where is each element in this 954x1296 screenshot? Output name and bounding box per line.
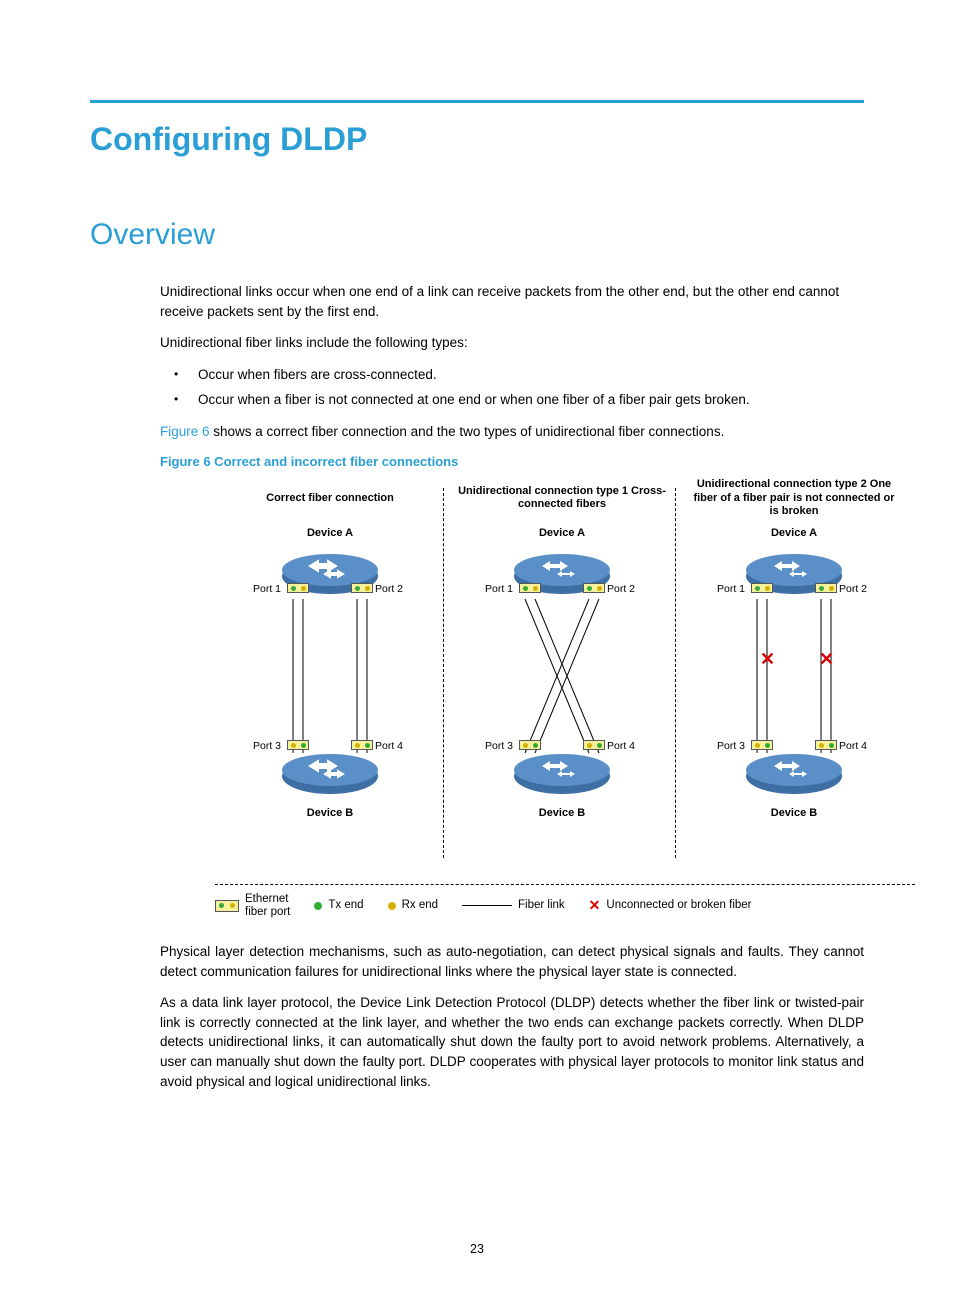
ethernet-port-icon [351, 583, 373, 593]
after-paragraph-2: As a data link layer protocol, the Devic… [160, 993, 864, 1091]
rx-dot-icon [388, 902, 396, 910]
device-label-top: Device A [457, 526, 667, 542]
top-rule [90, 100, 864, 103]
ethernet-port-icon [519, 583, 541, 593]
ethernet-port-icon [287, 740, 309, 750]
legend-item: ✕ Unconnected or broken fiber [589, 895, 752, 915]
panel-title: Unidirectional connection type 1 Cross-c… [457, 478, 667, 518]
port-label: Port 2 [375, 582, 403, 597]
body-text: Unidirectional links occur when one end … [160, 282, 864, 1091]
line-icon [462, 905, 512, 906]
legend-label: Unconnected or broken fiber [606, 897, 751, 914]
document-page: Configuring DLDP Overview Unidirectional… [0, 0, 954, 1296]
page-title: Configuring DLDP [90, 121, 864, 158]
device-label-bottom: Device B [225, 806, 435, 822]
legend-label: Tx end [328, 897, 363, 914]
figure-ref-sentence: Figure 6 shows a correct fiber connectio… [160, 422, 864, 442]
ethernet-port-icon [287, 583, 309, 593]
port-label: Port 3 [717, 739, 745, 754]
device-label-bottom: Device B [689, 806, 899, 822]
ethernet-port-icon [815, 740, 837, 750]
port-label: Port 3 [253, 739, 281, 754]
bullet-item: Occur when fibers are cross-connected. [160, 365, 864, 385]
bullet-item: Occur when a fiber is not connected at o… [160, 390, 864, 410]
legend-item: Rx end [388, 897, 438, 914]
port-label: Port 4 [375, 739, 403, 754]
legend-item: Fiber link [462, 897, 565, 914]
legend-label: Ethernet fiber port [245, 893, 290, 918]
device-label-top: Device A [225, 526, 435, 542]
types-intro: Unidirectional fiber links include the f… [160, 333, 864, 353]
legend-item: Tx end [314, 897, 363, 914]
broken-x-icon: ✕ [589, 895, 601, 915]
legend-item: Ethernet fiber port [215, 893, 290, 918]
broken-x-icon: ✕ [760, 650, 775, 668]
legend-label: Rx end [402, 897, 438, 914]
ethernet-port-icon [583, 583, 605, 593]
device-label-bottom: Device B [457, 806, 667, 822]
port-label: Port 4 [839, 739, 867, 754]
ethernet-port-icon [751, 583, 773, 593]
section-heading: Overview [90, 218, 864, 252]
ethernet-port-icon [519, 740, 541, 750]
tx-dot-icon [314, 902, 322, 910]
panel-title: Unidirectional connection type 2 One fib… [689, 478, 899, 518]
legend-label: Fiber link [518, 897, 565, 914]
figure-panel-broken: Unidirectional connection type 2 One fib… [689, 478, 899, 858]
port-label: Port 4 [607, 739, 635, 754]
figure-6: Correct fiber connection Device A [215, 478, 915, 918]
port-label: Port 1 [485, 582, 513, 597]
ethernet-port-icon [751, 740, 773, 750]
ethernet-port-icon [215, 900, 239, 912]
ethernet-port-icon [351, 740, 373, 750]
figure-ref-link[interactable]: Figure 6 [160, 424, 210, 439]
ethernet-port-icon [815, 583, 837, 593]
panel-title: Correct fiber connection [225, 478, 435, 518]
figure-legend: Ethernet fiber port Tx end Rx end Fiber … [215, 884, 915, 918]
panel-separator [675, 488, 676, 858]
figure-caption: Figure 6 Correct and incorrect fiber con… [160, 453, 864, 472]
bullet-list: Occur when fibers are cross-connected. O… [160, 365, 864, 410]
port-label: Port 1 [253, 582, 281, 597]
after-paragraph-1: Physical layer detection mechanisms, suc… [160, 942, 864, 981]
figure-panel-correct: Correct fiber connection Device A [225, 478, 435, 858]
panel-separator [443, 488, 444, 858]
figure-panel-crossed: Unidirectional connection type 1 Cross-c… [457, 478, 667, 858]
figure-ref-rest: shows a correct fiber connection and the… [210, 424, 725, 439]
page-number: 23 [0, 1242, 954, 1256]
port-label: Port 1 [717, 582, 745, 597]
port-label: Port 2 [607, 582, 635, 597]
ethernet-port-icon [583, 740, 605, 750]
device-label-top: Device A [689, 526, 899, 542]
port-label: Port 2 [839, 582, 867, 597]
intro-paragraph: Unidirectional links occur when one end … [160, 282, 864, 321]
port-label: Port 3 [485, 739, 513, 754]
broken-x-icon: ✕ [819, 650, 834, 668]
